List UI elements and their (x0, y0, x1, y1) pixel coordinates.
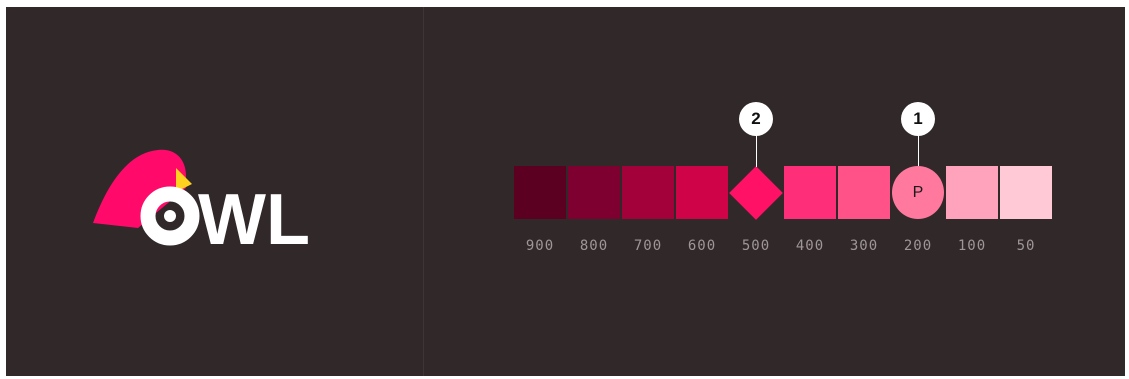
beak-icon (176, 168, 192, 192)
swatch-600 (676, 166, 728, 219)
owl-eye-ring (140, 186, 200, 246)
swatch-800 (568, 166, 620, 219)
swatch-label-50: 50 (1016, 238, 1036, 254)
swatch-400 (784, 166, 836, 219)
owl-logo: WL (93, 149, 310, 248)
owl-eye-pupil (164, 210, 176, 222)
swatch-50 (1000, 166, 1052, 219)
callout-1-line (918, 135, 919, 166)
swatch-200-primary-circle (892, 166, 944, 219)
swatch-label-400: 400 (795, 238, 825, 254)
callout-badge-1: 1 (901, 102, 935, 136)
swatch-label-800: 800 (579, 238, 609, 254)
swatch-label-600: 600 (687, 238, 717, 254)
callout-2-line (756, 135, 757, 167)
logo-letters: WL (198, 180, 310, 248)
bird-head-icon (93, 149, 186, 228)
swatch-100 (946, 166, 998, 219)
swatch-label-100: 100 (957, 238, 987, 254)
swatch-700 (622, 166, 674, 219)
swatch-900 (514, 166, 566, 219)
swatch-label-900: 900 (525, 238, 555, 254)
primary-label: P (912, 183, 924, 201)
swatch-label-700: 700 (633, 238, 663, 254)
swatch-label-200: 200 (903, 238, 933, 254)
swatch-label-300: 300 (849, 238, 879, 254)
swatch-300 (838, 166, 890, 219)
swatch-label-500: 500 (741, 238, 771, 254)
callout-badge-2: 2 (739, 102, 773, 136)
panel-divider (423, 7, 424, 376)
